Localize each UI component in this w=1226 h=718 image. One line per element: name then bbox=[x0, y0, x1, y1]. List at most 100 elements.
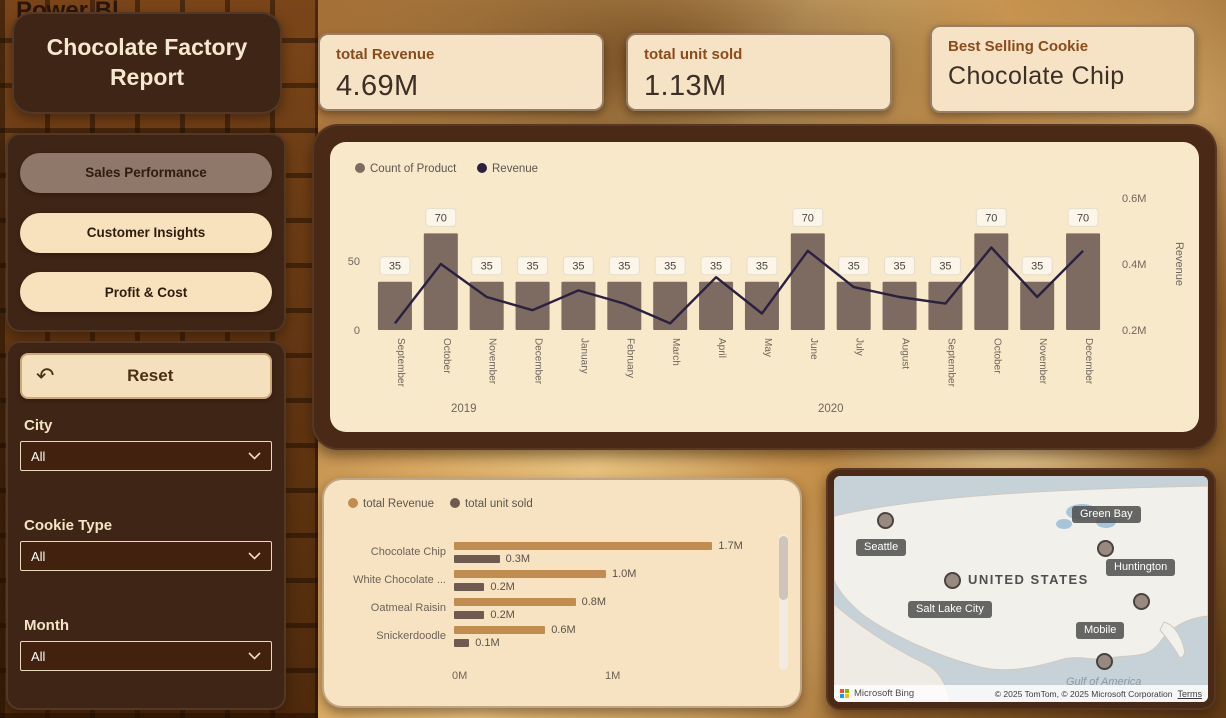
bar-category-label: Snickerdoodle bbox=[376, 630, 446, 642]
bing-map[interactable]: UNITED STATES Gulf of America Green Bay S… bbox=[834, 476, 1208, 702]
column-bar[interactable] bbox=[1020, 281, 1055, 330]
column-bar[interactable] bbox=[515, 281, 550, 330]
kpi-card-best-selling-cookie: Best Selling Cookie Chocolate Chip bbox=[930, 25, 1196, 113]
right-axis-tick: 0.4M bbox=[1122, 259, 1146, 271]
bar-data-label-chip bbox=[608, 256, 640, 276]
filter-panel: ↶ Reset City All Cookie Type All Month A… bbox=[6, 341, 286, 710]
bar-segment[interactable] bbox=[454, 569, 606, 578]
map-city-bubble[interactable] bbox=[1096, 653, 1113, 670]
bar-segment[interactable] bbox=[454, 541, 713, 550]
bar-segment[interactable] bbox=[454, 610, 485, 619]
column-bar[interactable] bbox=[469, 281, 504, 330]
bar-value-label: 1.7M bbox=[718, 539, 743, 552]
chevron-down-icon bbox=[248, 652, 261, 660]
bar-category-label: White Chocolate ... bbox=[353, 574, 446, 586]
kpi-value: 4.69M bbox=[336, 70, 419, 102]
microsoft-logo-icon bbox=[840, 689, 849, 698]
map-country-label: UNITED STATES bbox=[968, 572, 1089, 587]
bar-segment[interactable] bbox=[454, 597, 576, 606]
month-dropdown[interactable]: All bbox=[20, 641, 272, 671]
legend-label-revenue: Revenue bbox=[492, 163, 538, 175]
map-city-bubble[interactable] bbox=[944, 572, 961, 589]
bar-segment[interactable] bbox=[454, 554, 500, 563]
nav-button-sales-performance[interactable]: Sales Performance bbox=[20, 152, 272, 193]
column-bar[interactable] bbox=[423, 233, 458, 330]
right-axis-tick: 0.6M bbox=[1122, 193, 1146, 205]
bar-segment[interactable] bbox=[454, 638, 470, 647]
bar-data-label-chip bbox=[838, 256, 870, 276]
sales-map-panel: UNITED STATES Gulf of America Green Bay S… bbox=[826, 468, 1216, 710]
column-bar[interactable] bbox=[744, 281, 779, 330]
column-bar[interactable] bbox=[561, 281, 596, 330]
bar-data-label: 35 bbox=[389, 261, 401, 273]
column-bar[interactable] bbox=[699, 281, 734, 330]
x-tick-1: 1M bbox=[605, 670, 621, 682]
bar-data-label: 35 bbox=[572, 261, 584, 273]
column-bar[interactable] bbox=[653, 281, 688, 330]
bar-data-label-chip bbox=[884, 256, 916, 276]
bar-segment[interactable] bbox=[454, 582, 485, 591]
cookie-revenue-panel: total Revenue total unit sold Chocolate C… bbox=[322, 478, 802, 708]
column-bar[interactable] bbox=[1066, 233, 1101, 330]
x-axis-month-label: April bbox=[716, 338, 727, 358]
left-axis-tick: 0 bbox=[354, 325, 360, 337]
bar-data-label: 35 bbox=[526, 261, 538, 273]
filter-label-month: Month bbox=[24, 617, 69, 634]
map-city-label: Huntington bbox=[1106, 559, 1176, 576]
legend-dot bbox=[449, 498, 460, 508]
revenue-line bbox=[393, 246, 1084, 325]
map-terms-link[interactable]: Terms bbox=[1177, 688, 1203, 699]
map-city-bubble[interactable] bbox=[1133, 593, 1150, 610]
bar-value-label: 0.2M bbox=[490, 580, 515, 593]
city-dropdown-value: All bbox=[31, 448, 46, 464]
page-title: Chocolate Factory Report bbox=[12, 12, 282, 114]
bar-data-label: 35 bbox=[939, 261, 951, 273]
bar-data-label-chip bbox=[700, 256, 732, 276]
scrollbar-thumb[interactable] bbox=[779, 536, 788, 600]
x-axis-month-label: December bbox=[533, 338, 544, 385]
x-axis-month-label: October bbox=[991, 338, 1002, 374]
bar-value-label: 1.0M bbox=[612, 567, 637, 580]
map-city-bubble[interactable] bbox=[877, 512, 894, 529]
filter-label-cookie-type: Cookie Type bbox=[24, 517, 113, 534]
bar-segment[interactable] bbox=[454, 625, 546, 634]
chevron-down-icon bbox=[248, 552, 261, 560]
x-axis-year-label: 2019 bbox=[451, 403, 477, 415]
legend-dot-revenue bbox=[477, 163, 487, 173]
bar-data-label-chip bbox=[425, 207, 457, 227]
city-dropdown[interactable]: All bbox=[20, 441, 272, 471]
column-bar[interactable] bbox=[836, 281, 871, 330]
bar-row: Snickerdoodle 0.6M 0.1M bbox=[324, 622, 764, 650]
bar-data-label: 35 bbox=[664, 261, 676, 273]
x-axis-year-label: 2020 bbox=[818, 403, 844, 415]
column-bar[interactable] bbox=[882, 281, 917, 330]
x-axis-month-label: October bbox=[441, 338, 452, 374]
map-city-bubble[interactable] bbox=[1097, 540, 1114, 557]
bar-chart-legend: total Revenue total unit sold bbox=[348, 498, 533, 510]
column-bar[interactable] bbox=[607, 281, 642, 330]
column-bar[interactable] bbox=[377, 281, 412, 330]
right-axis-tick: 0.2M bbox=[1122, 325, 1146, 337]
column-bar[interactable] bbox=[790, 233, 825, 330]
kpi-title: total Revenue bbox=[336, 46, 435, 63]
nav-button-profit-cost[interactable]: Profit & Cost bbox=[20, 272, 272, 313]
kpi-title: Best Selling Cookie bbox=[948, 38, 1089, 55]
bar-data-label-chip bbox=[471, 256, 503, 276]
legend-item: total unit sold bbox=[449, 498, 533, 510]
bar-value-label: 0.8M bbox=[581, 595, 607, 608]
reset-label: Reset bbox=[127, 366, 174, 385]
nav-button-customer-insights[interactable]: Customer Insights bbox=[20, 212, 272, 253]
right-axis-title: Revenue bbox=[1173, 242, 1185, 286]
map-land-shapes bbox=[834, 476, 1208, 702]
kpi-card-total-unit-sold: total unit sold 1.13M bbox=[626, 33, 892, 111]
left-axis-tick: 50 bbox=[348, 256, 360, 268]
reset-button[interactable]: ↶ Reset bbox=[20, 353, 272, 399]
cookie-type-dropdown[interactable]: All bbox=[20, 541, 272, 571]
bar-data-label: 70 bbox=[802, 212, 814, 224]
x-axis-month-label: June bbox=[808, 338, 819, 360]
x-axis-month-label: February bbox=[624, 338, 635, 378]
scrollbar-track[interactable] bbox=[779, 534, 788, 670]
bar-data-label-chip bbox=[746, 256, 778, 276]
legend-item: total Revenue bbox=[348, 498, 434, 510]
kpi-value: 1.13M bbox=[644, 70, 727, 102]
